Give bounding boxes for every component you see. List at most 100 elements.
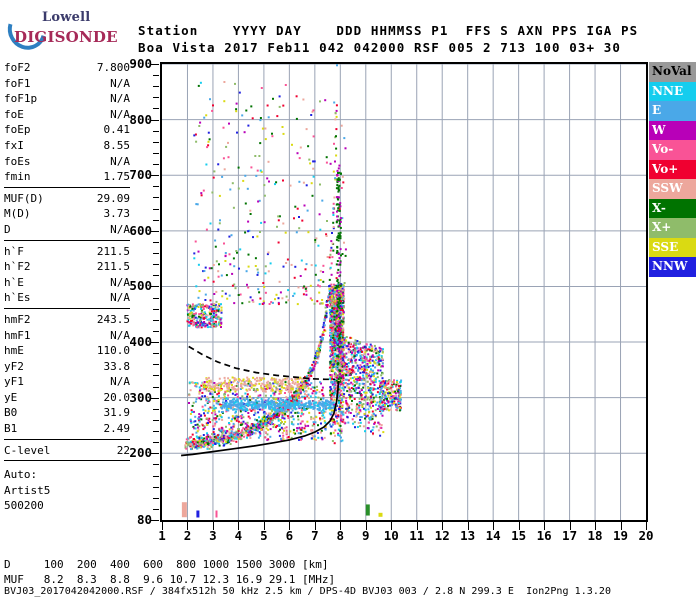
- param-key: yF1: [4, 375, 24, 389]
- x-axis-tick: [238, 522, 240, 530]
- y-axis-minor-tick: [153, 431, 159, 433]
- y-axis-minor-tick: [153, 97, 159, 99]
- x-axis-tick-label: 11: [409, 528, 425, 543]
- x-axis-tick-label: 19: [612, 528, 629, 543]
- y-axis-minor-tick: [153, 208, 159, 210]
- param-value: N/A: [110, 375, 130, 389]
- param-key: foEp: [4, 123, 31, 137]
- x-axis-tick-label: 2: [183, 528, 192, 543]
- x-axis-tick-label: 4: [234, 528, 243, 543]
- x-axis-tick: [340, 522, 342, 530]
- legend-item-vo-[interactable]: Vo+: [649, 159, 696, 179]
- param-value: N/A: [110, 107, 130, 121]
- x-axis-tick-label: 5: [260, 528, 268, 543]
- x-axis-tick-label: 1: [158, 528, 166, 543]
- param-row: yE 20.0: [4, 390, 130, 406]
- param-row: h`F 211.5: [4, 244, 130, 260]
- y-axis-minor-tick: [153, 130, 159, 132]
- y-axis-minor-tick: [153, 386, 159, 388]
- param-value: N/A: [110, 92, 130, 106]
- lowell-digisonde-logo: Lowell DIGISONDE: [0, 3, 126, 57]
- legend-item-x-[interactable]: X+: [649, 218, 696, 238]
- param-key: h`E: [4, 275, 24, 289]
- param-key: hmF2: [4, 312, 31, 326]
- y-axis-minor-tick: [153, 442, 159, 444]
- y-axis-minor-tick: [153, 297, 159, 299]
- param-value: N/A: [110, 291, 130, 305]
- logo-lowell-text: Lowell: [42, 10, 91, 25]
- param-value: 110.0: [96, 344, 130, 358]
- param-row: B0 31.9: [4, 405, 130, 421]
- param-key: foE: [4, 107, 24, 121]
- x-axis-tick: [263, 522, 265, 530]
- param-value: 22: [116, 443, 130, 457]
- legend-item-sse[interactable]: SSE: [649, 237, 696, 257]
- direction-color-legend: NoVal NNE E W Vo- Vo+ SSW X- X+ SSE NNW: [649, 62, 696, 277]
- y-axis-tick-label: 200: [129, 445, 152, 461]
- y-axis-minor-tick: [153, 141, 159, 143]
- y-axis-tick-label: 900: [129, 56, 152, 71]
- y-axis-tick: [150, 286, 159, 288]
- param-row: MUF(D) 29.09: [4, 191, 130, 207]
- ionogram-plot-area[interactable]: [160, 62, 648, 522]
- param-key: MUF(D): [4, 191, 44, 205]
- legend-item-vo-[interactable]: Vo-: [649, 140, 696, 160]
- autoscaler-name: Artist5: [4, 483, 51, 497]
- param-row: hmE 110.0: [4, 343, 130, 359]
- y-axis-minor-tick: [153, 364, 159, 366]
- legend-item-noval[interactable]: NoVal: [649, 62, 696, 82]
- param-value: N/A: [110, 222, 130, 236]
- y-axis-minor-tick: [153, 197, 159, 199]
- legend-item-nnw[interactable]: NNW: [649, 257, 696, 277]
- param-row: foE N/A: [4, 107, 130, 123]
- distance-muf-scale: D 100 200 400 600 800 1000 1500 3000 [km…: [4, 557, 335, 587]
- param-key: h`F: [4, 244, 24, 258]
- param-row: h`E N/A: [4, 275, 130, 291]
- param-group-virtual-heights: h`F 211.5 h`F2 211.5 h`E N/A h`Es N/A: [4, 244, 130, 306]
- param-key: yE: [4, 390, 18, 404]
- legend-item-w[interactable]: W: [649, 120, 696, 140]
- x-axis-tick-label: 10: [383, 528, 399, 543]
- x-axis-tick-label: 14: [485, 528, 501, 543]
- source-file-info: BVJ03_2017042042000.RSF / 384fx512h 50 k…: [4, 586, 612, 597]
- param-value: 243.5: [96, 312, 130, 326]
- param-row: yF1 N/A: [4, 374, 130, 390]
- x-axis-tick: [646, 522, 647, 530]
- y-axis-minor-tick: [153, 475, 159, 477]
- legend-item-e[interactable]: E: [649, 101, 696, 121]
- legend-item-ssw[interactable]: SSW: [649, 179, 696, 199]
- param-key: yF2: [4, 359, 24, 373]
- y-axis-minor-tick: [153, 319, 159, 321]
- x-axis-tick: [595, 522, 597, 530]
- y-axis-minor-tick: [153, 86, 159, 88]
- legend-item-nne[interactable]: NNE: [649, 81, 696, 101]
- param-divider: [4, 460, 130, 462]
- y-axis-tick-label: 800: [129, 111, 152, 127]
- param-key: M(D): [4, 207, 31, 221]
- param-row: h`F2 211.5: [4, 259, 130, 275]
- param-row: hmF1 N/A: [4, 328, 130, 344]
- y-axis-minor-tick: [153, 186, 159, 188]
- muf-row: MUF 8.2 8.3 8.8 9.6 10.7 12.3 16.9 29.1 …: [4, 573, 336, 586]
- param-key: h`F2: [4, 260, 31, 274]
- header-values-line: Boa Vista 2017 Feb11 042 042000 RSF 005 …: [138, 40, 622, 55]
- param-row: D N/A: [4, 222, 130, 238]
- y-axis-minor-tick: [153, 241, 159, 243]
- ionogram-canvas: [162, 64, 646, 520]
- param-key: fmin: [4, 170, 31, 184]
- x-axis-tick: [314, 522, 316, 530]
- param-key: C-level: [4, 443, 51, 457]
- muf-dashed-curve: [188, 345, 336, 381]
- y-axis-minor-tick: [153, 75, 159, 77]
- param-value: 1.75: [103, 170, 131, 184]
- legend-item-x-[interactable]: X-: [649, 198, 696, 218]
- y-axis-minor-tick: [153, 308, 159, 310]
- x-axis-tick: [212, 522, 214, 530]
- param-value: 3.73: [103, 207, 131, 221]
- param-key: foF2: [4, 61, 31, 74]
- param-row: foEs N/A: [4, 154, 130, 170]
- y-axis-tick-label: 500: [129, 278, 152, 294]
- x-axis-tick: [365, 522, 367, 530]
- y-axis-tick: [150, 64, 159, 65]
- x-axis-tick: [391, 522, 393, 530]
